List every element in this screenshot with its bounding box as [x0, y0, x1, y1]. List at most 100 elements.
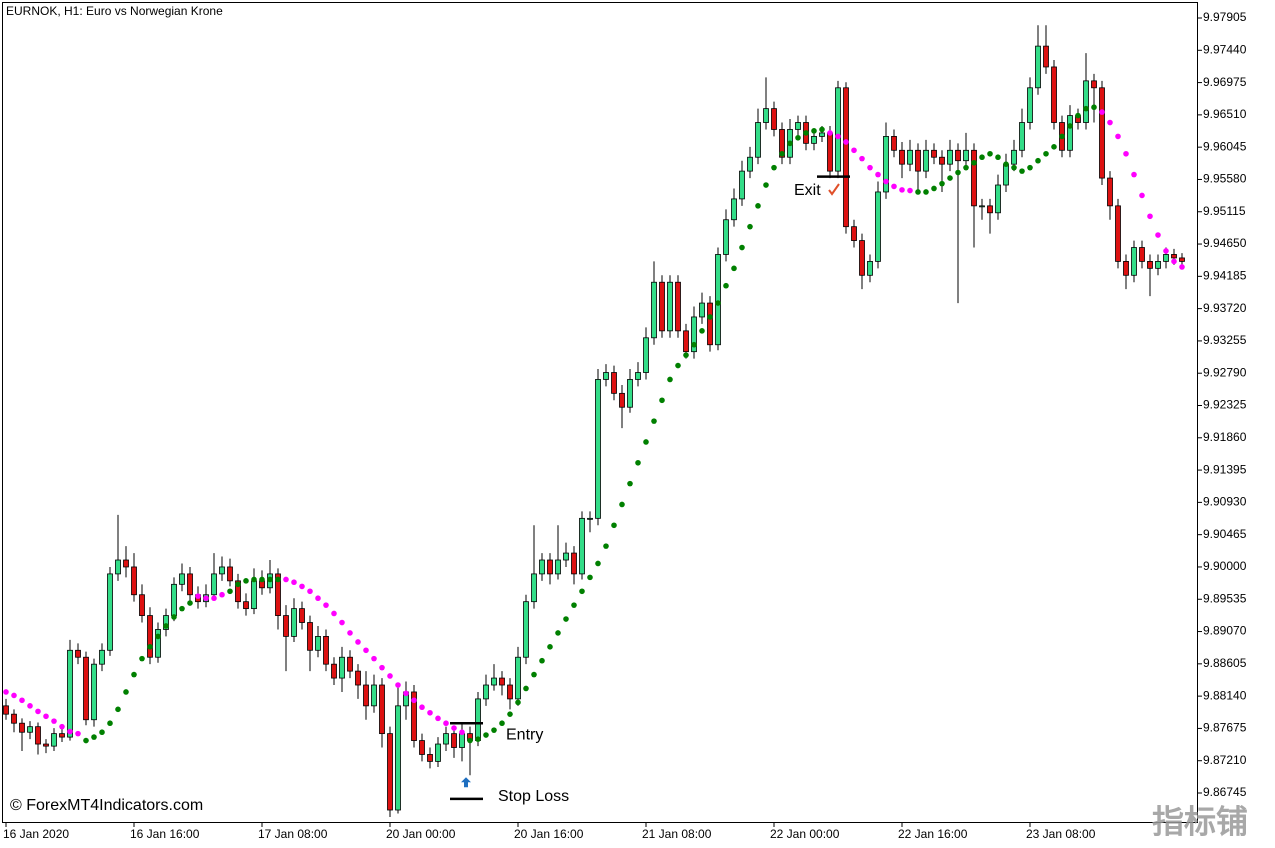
y-tick-label: 9.96975: [1203, 75, 1247, 89]
candle-body: [275, 573, 281, 616]
x-tick-label: 20 Jan 16:00: [514, 827, 584, 841]
sar-dot: [579, 588, 585, 595]
candle-body: [27, 726, 33, 733]
sar-dot: [307, 588, 313, 595]
candle-body: [835, 87, 841, 172]
candle-body: [179, 573, 185, 585]
y-tick-label: 9.91860: [1203, 430, 1247, 444]
y-tick-label: 9.95115: [1203, 204, 1246, 218]
sar-dot: [715, 300, 721, 306]
candle-body: [699, 302, 705, 318]
sar-dot: [1099, 109, 1105, 115]
sar-dot: [819, 126, 825, 133]
candle-body: [171, 583, 177, 616]
sar-dot: [395, 682, 401, 688]
candle-body: [1051, 66, 1057, 123]
candle-body: [147, 615, 153, 658]
candle-body: [1171, 254, 1177, 259]
sar-dot: [363, 647, 369, 654]
candle-body: [395, 705, 401, 811]
sar-dot: [443, 720, 449, 727]
sar-dot: [1035, 157, 1041, 164]
sar-dot: [731, 265, 737, 272]
candle-body: [243, 601, 249, 610]
sar-dot: [491, 727, 497, 733]
y-tick-label: 9.90930: [1203, 495, 1247, 509]
sar-dot: [3, 689, 9, 695]
sar-dot: [723, 282, 729, 289]
sar-dot: [195, 593, 201, 599]
sar-dot: [251, 576, 257, 583]
candle-body: [211, 573, 217, 596]
candle-body: [363, 684, 369, 707]
copyright: © ForexMT4Indicators.com: [10, 797, 203, 814]
y-tick-label: 9.94650: [1203, 236, 1247, 250]
sar-dot: [547, 644, 553, 650]
candle-body: [523, 601, 529, 658]
trade-level-label: Exit: [794, 182, 821, 199]
candle-body: [451, 733, 457, 748]
candle-body: [931, 149, 937, 158]
candle-body: [1107, 177, 1113, 207]
candle-body: [723, 219, 729, 255]
candle-body: [507, 684, 513, 700]
candle-body: [651, 281, 657, 339]
candle-body: [675, 281, 681, 332]
candle-body: [331, 663, 337, 679]
sar-dot: [1051, 144, 1057, 150]
y-tick-label: 9.93720: [1203, 301, 1247, 315]
candle-body: [915, 149, 921, 172]
sar-dot: [931, 185, 937, 192]
candle-body: [1019, 122, 1025, 151]
y-tick-label: 9.97440: [1203, 42, 1247, 56]
sar-dot: [155, 633, 161, 640]
sar-dot: [507, 711, 513, 717]
y-tick-label: 9.96510: [1203, 107, 1247, 121]
sar-dot: [587, 574, 593, 581]
candle-body: [163, 615, 169, 630]
sar-dot: [1043, 150, 1049, 157]
candle-body: [691, 316, 697, 353]
candle-body: [475, 698, 481, 741]
sar-dot: [1003, 161, 1009, 167]
candle-body: [987, 205, 993, 214]
sar-dot: [451, 725, 457, 731]
candle-body: [411, 691, 417, 741]
candle-body: [715, 254, 721, 346]
sar-dot: [963, 164, 969, 171]
sar-dot: [739, 244, 745, 251]
candle-body: [547, 559, 553, 575]
y-tick-label: 9.92790: [1203, 365, 1247, 379]
candle-body: [427, 754, 433, 762]
sar-dot: [1059, 133, 1065, 140]
candle-body: [1179, 257, 1185, 262]
candle-body: [3, 705, 9, 715]
candle-body: [123, 559, 129, 568]
candle-body: [955, 149, 961, 162]
candle-body: [67, 649, 73, 738]
sar-dot: [427, 709, 433, 716]
candle-body: [347, 656, 353, 672]
sar-dot: [1179, 264, 1185, 270]
candle-body: [1091, 80, 1097, 89]
candle-body: [779, 129, 785, 158]
candle-body: [19, 722, 25, 733]
sar-dot: [347, 630, 353, 636]
sar-dot: [771, 164, 777, 171]
candle-body: [435, 743, 441, 762]
sar-dot: [907, 187, 913, 194]
candle-body: [851, 226, 857, 241]
sar-dot: [1019, 168, 1025, 174]
candle-body: [443, 733, 449, 745]
candle-body: [1099, 87, 1105, 179]
y-tick-label: 9.95580: [1203, 172, 1247, 186]
sar-dot: [515, 699, 521, 706]
sar-dot: [59, 723, 65, 730]
x-tick-label: 22 Jan 16:00: [898, 827, 968, 841]
candle-body: [387, 733, 393, 811]
candle-body: [619, 392, 625, 408]
sar-dot: [163, 623, 169, 629]
candle-body: [11, 713, 17, 724]
candle-body: [43, 743, 49, 747]
candle-body: [579, 517, 585, 575]
